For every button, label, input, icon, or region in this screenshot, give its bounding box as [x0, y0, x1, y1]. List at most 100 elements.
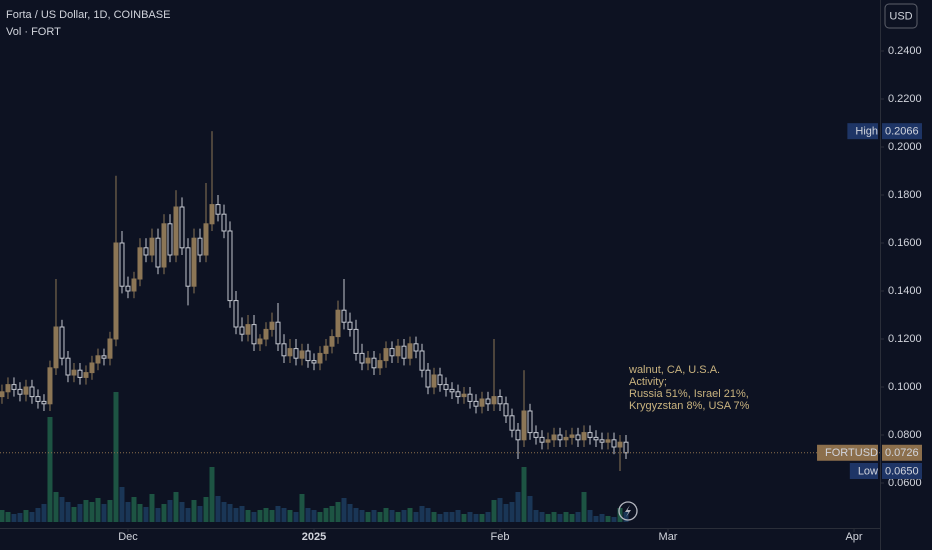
volume-bar: [137, 504, 143, 522]
x-tick-label: Feb: [491, 531, 510, 543]
volume-bar: [95, 498, 101, 522]
volume-bar: [17, 513, 23, 522]
candle-body: [239, 326, 245, 335]
candle-body: [131, 278, 137, 292]
candle-body: [155, 237, 161, 268]
chart-subtitle: Vol · FORT: [6, 26, 61, 38]
volume-bar: [569, 514, 575, 522]
volume-bar: [395, 512, 401, 522]
volume-bar: [521, 467, 527, 522]
volume-bar: [239, 506, 245, 522]
candle-body: [377, 360, 383, 369]
candle-body: [281, 343, 287, 357]
candle-body: [569, 434, 575, 438]
candle-body: [593, 436, 599, 441]
volume-bar: [215, 496, 221, 522]
volume-bar: [473, 514, 479, 522]
candle-body: [293, 348, 299, 359]
volume-bar: [389, 510, 395, 522]
candle-body: [485, 398, 491, 405]
candle-body: [557, 434, 563, 441]
candle-body: [185, 247, 191, 287]
candle-body: [137, 247, 143, 280]
candle-body: [89, 362, 95, 374]
currency-button[interactable]: [884, 3, 918, 29]
volume-bar: [155, 508, 161, 522]
candle-body: [29, 386, 35, 398]
candle-body: [551, 434, 557, 441]
candle-body: [47, 367, 53, 405]
volume-bar: [113, 392, 119, 522]
volume-bar: [419, 506, 425, 522]
volume-bar: [251, 512, 257, 522]
volume-bar: [131, 497, 137, 522]
candle-body: [245, 324, 251, 335]
volume-bar: [311, 510, 317, 522]
candle-body: [203, 223, 209, 256]
candle-body: [455, 391, 461, 398]
candle-body: [533, 432, 539, 438]
candle-body: [215, 204, 221, 215]
volume-bar: [413, 512, 419, 522]
volume-bar: [209, 467, 215, 522]
volume-bar: [401, 510, 407, 522]
volume-bar: [425, 508, 431, 522]
alert-icon[interactable]: [625, 505, 631, 517]
candle-body: [599, 439, 605, 443]
alert-icon[interactable]: [618, 501, 638, 521]
candle-body: [287, 348, 293, 357]
candle-body: [149, 237, 155, 256]
currency-button-label[interactable]: USD: [889, 10, 912, 22]
volume-bar: [101, 504, 107, 522]
volume-bar: [179, 502, 185, 522]
volume-bar: [221, 502, 227, 522]
candle-body: [125, 285, 131, 292]
candle-body: [179, 206, 185, 249]
volume-bar: [203, 497, 209, 522]
y-tick-label: 0.1800: [888, 189, 922, 201]
volume-bar: [539, 512, 545, 522]
volume-bar: [527, 496, 533, 522]
volume-bar: [365, 512, 371, 522]
candle-body: [473, 400, 479, 407]
candle-body: [305, 350, 311, 362]
volume-bar: [233, 508, 239, 522]
volume-bar: [119, 487, 125, 522]
y-tick-label: 0.1400: [888, 285, 922, 297]
volume-bar: [467, 512, 473, 522]
volume-bar: [437, 514, 443, 522]
volume-bar: [509, 502, 515, 522]
volume-bar: [599, 514, 605, 522]
volume-bar: [335, 502, 341, 522]
candle-body: [515, 429, 521, 441]
candle-body: [407, 343, 413, 359]
volume-bar: [323, 508, 329, 522]
volume-bar: [29, 512, 35, 522]
volume-bar: [317, 512, 323, 522]
volume-bar: [41, 504, 47, 522]
y-tick-label: 0.2400: [888, 45, 922, 57]
x-tick-label: Dec: [118, 531, 138, 543]
volume-bar: [185, 508, 191, 522]
chart-title: Forta / US Dollar, 1D, COINBASE: [6, 9, 170, 21]
candle-body: [35, 396, 41, 402]
price-mark-value: 0.0726: [885, 447, 919, 459]
candle-body: [119, 242, 125, 287]
candle-body: [5, 384, 11, 393]
volume-bar: [263, 508, 269, 522]
candle-body: [275, 321, 281, 345]
candle-body: [347, 321, 353, 330]
candle-body: [161, 223, 167, 268]
candle-body: [113, 242, 119, 340]
price-mark-name: High: [855, 126, 878, 138]
candle-body: [227, 230, 233, 302]
x-tick-label: 2025: [302, 531, 326, 543]
candle-body: [611, 439, 617, 448]
marks: [0, 131, 629, 522]
volume-bar: [443, 512, 449, 522]
candle-body: [431, 374, 437, 388]
candle-body: [563, 436, 569, 441]
volume-bar: [329, 506, 335, 522]
